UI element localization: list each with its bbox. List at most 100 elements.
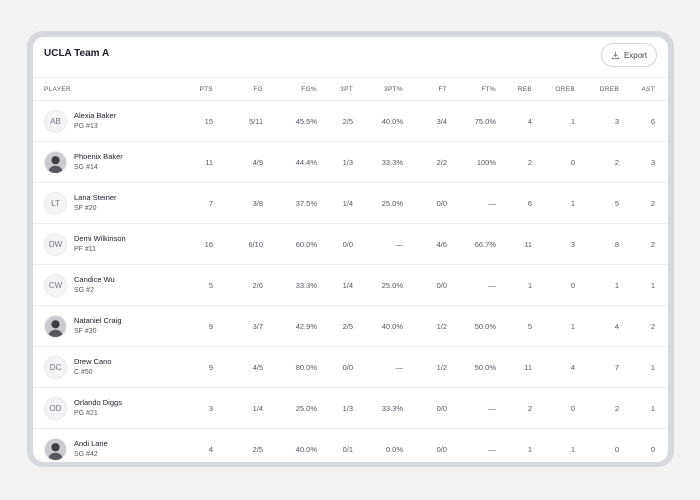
stat-reb: 2 (527, 158, 532, 167)
column-header-oreb[interactable]: OREB (555, 86, 575, 93)
stat-3pt-pct: — (395, 240, 404, 249)
stat-3pt: 1/4 (342, 281, 353, 290)
player-name: Orlando Diggs (74, 398, 122, 407)
export-label: Export (623, 50, 648, 60)
stat-3pt: 0/1 (342, 445, 353, 454)
stat-3pt: 0/0 (342, 240, 353, 249)
column-header-fg-pct[interactable]: FG% (301, 86, 317, 93)
stat-fg-pct: 33.3% (295, 281, 317, 290)
stat-ft: 4/6 (436, 240, 447, 249)
column-header-dreb[interactable]: DREB (599, 86, 619, 93)
stat-dreb: 5 (614, 199, 619, 208)
stat-fg-pct: 40.0% (295, 445, 317, 454)
column-header-reb[interactable]: REB (517, 86, 532, 93)
column-header-ft[interactable]: FT (438, 86, 447, 93)
stat-ast: 2 (650, 322, 655, 331)
stat-ft: 1/2 (436, 322, 447, 331)
stat-ft-pct: — (488, 281, 497, 290)
stat-3pt-pct: 40.0% (381, 117, 403, 126)
stat-pts: 15 (204, 117, 213, 126)
stat-dreb: 2 (614, 158, 619, 167)
table-row[interactable]: Phoenix Baker SG #14 11 4/9 44.4% 1/3 33.3% 2/2… (33, 142, 668, 183)
stat-pts: 3 (208, 404, 213, 413)
stat-dreb: 4 (614, 322, 619, 331)
table-row[interactable]: Nataniel Craig SF #30 9 3/7 42.9% 2/5 40.0% 1/2… (33, 306, 668, 347)
column-header-ft-pct[interactable]: FT% (481, 86, 496, 93)
column-header-3pt-pct[interactable]: 3PT% (384, 86, 403, 93)
avatar: DW (44, 233, 67, 256)
avatar-photo-icon (47, 443, 64, 460)
table-row[interactable]: DC Drew Cano C #50 9 4/5 80.0% 0/0 — 1/2 50.0% 11 4… (33, 347, 668, 388)
stat-ft: 0/0 (436, 445, 447, 454)
stat-pts: 5 (208, 281, 213, 290)
stat-fg: 4/5 (252, 363, 263, 372)
stat-ft-pct: 75.0% (474, 117, 496, 126)
avatar: OD (44, 397, 67, 420)
table-row[interactable]: Andi Lane SG #42 4 2/5 40.0% 0/1 0.0% 0/0 — 1 1 0 0 (33, 429, 668, 462)
stat-3pt-pct: 25.0% (381, 281, 403, 290)
table-row[interactable]: LT Lana Steiner SF #20 7 3/8 37.5% 1/4 25.0% 0/0… (33, 183, 668, 224)
stat-fg: 6/10 (248, 240, 263, 249)
avatar: AB (44, 110, 67, 133)
stat-3pt-pct: 0.0% (385, 445, 403, 454)
stat-oreb: 1 (570, 322, 575, 331)
stat-fg: 4/9 (252, 158, 263, 167)
stat-ft-pct: — (488, 199, 497, 208)
stat-pts: 11 (205, 158, 213, 167)
download-icon (611, 51, 620, 59)
avatar-initials: CW (48, 281, 63, 290)
player-position: SF #20 (74, 205, 97, 212)
stat-ft-pct: 100% (476, 158, 496, 167)
stat-reb: 1 (527, 445, 532, 454)
stat-ft-pct: 66.7% (474, 240, 496, 249)
stat-3pt: 0/0 (342, 363, 353, 372)
stat-fg: 2/5 (252, 445, 263, 454)
column-header-ast[interactable]: AST (641, 86, 655, 93)
column-header-fg[interactable]: FG (253, 86, 263, 93)
stat-fg: 2/6 (252, 281, 263, 290)
stat-3pt: 1/3 (342, 404, 353, 413)
stat-ft: 2/2 (436, 158, 447, 167)
table-row[interactable]: DW Demi Wilkinson PF #11 16 6/10 60.0% 0/0 — 4/6… (33, 224, 668, 265)
stat-pts: 9 (208, 363, 213, 372)
stat-fg-pct: 42.9% (295, 322, 317, 331)
stat-ast: 2 (650, 199, 655, 208)
stat-fg-pct: 44.4% (295, 158, 317, 167)
stat-reb: 4 (527, 117, 532, 126)
avatar-initials: DW (48, 240, 63, 249)
stat-dreb: 1 (614, 281, 619, 290)
stat-ft: 0/0 (436, 199, 447, 208)
avatar: CW (44, 274, 67, 297)
stat-3pt: 1/4 (342, 199, 353, 208)
stat-fg: 3/8 (252, 199, 263, 208)
stat-oreb: 1 (570, 199, 575, 208)
table-row[interactable]: AB Alexia Baker PG #13 15 5/11 45.5% 2/5 40.0% 3… (33, 101, 668, 142)
export-button[interactable]: Export (601, 43, 657, 67)
player-name: Alexia Baker (74, 111, 117, 120)
column-header-player[interactable]: PLAYER (44, 86, 71, 93)
stat-ft: 0/0 (436, 404, 447, 413)
player-name: Lana Steiner (74, 193, 117, 202)
stat-3pt-pct: 25.0% (381, 199, 403, 208)
stat-ft-pct: 50.0% (474, 322, 496, 331)
avatar-initials: AB (50, 117, 61, 126)
stat-ft-pct: — (488, 404, 497, 413)
player-position: SF #30 (74, 328, 97, 335)
column-header-pts[interactable]: PTS (199, 86, 213, 93)
player-name: Phoenix Baker (74, 152, 123, 161)
avatar (44, 151, 67, 174)
stat-ft-pct: 50.0% (474, 363, 496, 372)
table-row[interactable]: CW Candice Wu SG #2 5 2/6 33.3% 1/4 25.0% 0/0 — 1 0… (33, 265, 668, 306)
table-row[interactable]: OD Orlando Diggs PG #21 3 1/4 25.0% 1/3 33.3% 0/… (33, 388, 668, 429)
stat-3pt: 1/3 (342, 158, 353, 167)
stat-ast: 6 (650, 117, 655, 126)
avatar (44, 315, 67, 338)
stat-3pt-pct: 33.3% (381, 404, 403, 413)
player-name: Candice Wu (74, 275, 115, 284)
avatar-initials: LT (51, 199, 60, 208)
column-header-3pt[interactable]: 3PT (340, 86, 353, 93)
avatar: DC (44, 356, 67, 379)
stat-oreb: 0 (570, 404, 575, 413)
stat-ft: 0/0 (436, 281, 447, 290)
stat-ast: 0 (650, 445, 655, 454)
